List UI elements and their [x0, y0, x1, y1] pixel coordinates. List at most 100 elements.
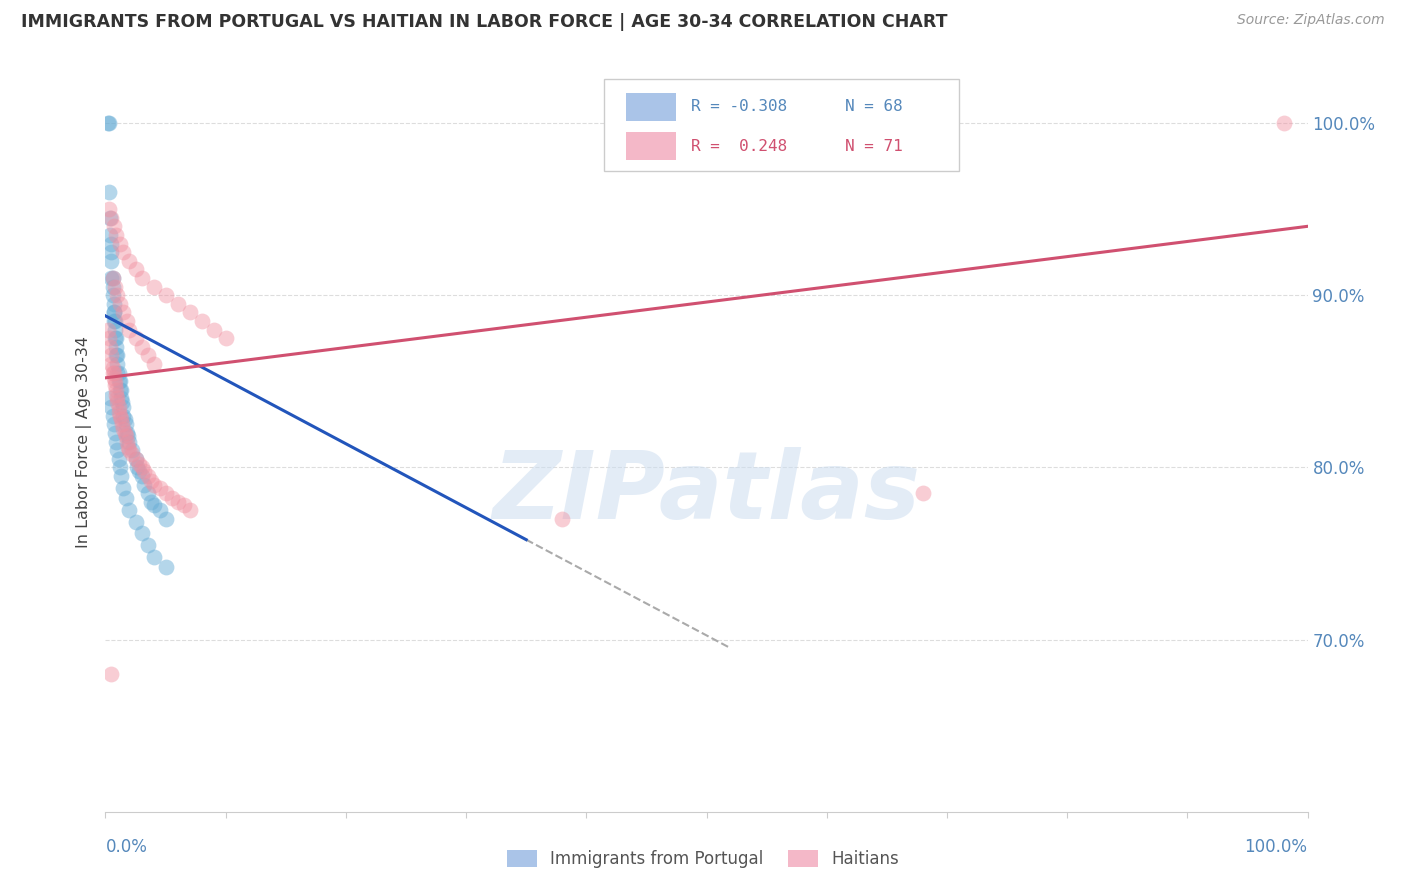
Point — [112, 481, 135, 495]
Point — [121, 447, 143, 461]
Point — [107, 366, 129, 380]
Point — [121, 443, 143, 458]
Point — [104, 331, 127, 345]
Point — [115, 429, 138, 443]
Point — [100, 348, 122, 362]
Point — [108, 383, 131, 397]
Point — [110, 469, 132, 483]
Bar — [626, 132, 676, 161]
Point — [136, 348, 159, 362]
Point — [131, 340, 153, 354]
Point — [98, 340, 121, 354]
Text: R =  0.248: R = 0.248 — [690, 138, 787, 153]
Point — [103, 314, 125, 328]
Point — [142, 357, 165, 371]
Point — [112, 245, 135, 260]
Point — [101, 271, 124, 285]
Point — [108, 460, 131, 475]
Point — [98, 185, 121, 199]
Point — [118, 503, 141, 517]
Point — [104, 374, 127, 388]
Legend: Immigrants from Portugal, Haitians: Immigrants from Portugal, Haitians — [501, 843, 905, 875]
Point — [166, 297, 188, 311]
Point — [124, 262, 146, 277]
Point — [105, 434, 128, 449]
Point — [103, 417, 125, 432]
Point — [101, 409, 124, 423]
Point — [101, 366, 124, 380]
Point — [136, 538, 159, 552]
Text: IMMIGRANTS FROM PORTUGAL VS HAITIAN IN LABOR FORCE | AGE 30-34 CORRELATION CHART: IMMIGRANTS FROM PORTUGAL VS HAITIAN IN L… — [21, 13, 948, 31]
Point — [124, 451, 146, 466]
Point — [101, 360, 124, 375]
Point — [125, 460, 148, 475]
Point — [100, 667, 122, 681]
Point — [128, 464, 150, 478]
Point — [114, 425, 136, 440]
Point — [108, 374, 131, 388]
Point — [107, 395, 129, 409]
Point — [105, 388, 128, 402]
Point — [101, 271, 124, 285]
Point — [179, 503, 201, 517]
Point — [148, 503, 170, 517]
Point — [179, 305, 201, 319]
Point — [117, 440, 139, 454]
Point — [142, 477, 165, 491]
Point — [100, 400, 122, 414]
Point — [107, 288, 129, 302]
Point — [118, 434, 141, 449]
Point — [100, 357, 122, 371]
Point — [100, 211, 122, 225]
Point — [136, 469, 159, 483]
Point — [142, 549, 165, 564]
Point — [132, 464, 155, 478]
Point — [108, 297, 131, 311]
Point — [100, 271, 122, 285]
Point — [142, 279, 165, 293]
Point — [105, 331, 128, 345]
Point — [115, 434, 138, 449]
Point — [173, 498, 195, 512]
Text: R = -0.308: R = -0.308 — [690, 99, 787, 114]
Point — [111, 395, 134, 409]
Point — [155, 486, 177, 500]
Point — [132, 477, 155, 491]
Point — [114, 412, 136, 426]
Point — [155, 288, 177, 302]
Point — [128, 457, 150, 471]
Point — [110, 383, 132, 397]
Y-axis label: In Labor Force | Age 30-34: In Labor Force | Age 30-34 — [76, 335, 93, 548]
Text: N = 68: N = 68 — [845, 99, 903, 114]
Point — [115, 491, 138, 506]
Text: 0.0%: 0.0% — [105, 838, 148, 856]
Point — [105, 383, 128, 397]
Point — [136, 486, 159, 500]
Point — [131, 271, 153, 285]
Point — [117, 429, 139, 443]
Point — [103, 305, 125, 319]
Point — [103, 371, 125, 385]
Point — [155, 560, 177, 574]
Point — [101, 288, 124, 302]
Point — [107, 405, 129, 419]
Point — [112, 409, 135, 423]
Point — [103, 305, 125, 319]
Point — [551, 512, 574, 526]
Point — [124, 516, 146, 530]
Point — [105, 348, 128, 362]
Point — [131, 460, 153, 475]
Point — [97, 116, 120, 130]
Point — [190, 314, 212, 328]
Point — [100, 236, 122, 251]
Point — [112, 422, 135, 436]
Point — [107, 443, 129, 458]
Point — [98, 202, 121, 216]
Point — [124, 331, 146, 345]
Point — [166, 495, 188, 509]
Point — [104, 279, 127, 293]
Point — [1272, 116, 1295, 130]
Text: 100.0%: 100.0% — [1244, 838, 1308, 856]
Point — [107, 400, 129, 414]
Point — [214, 331, 236, 345]
